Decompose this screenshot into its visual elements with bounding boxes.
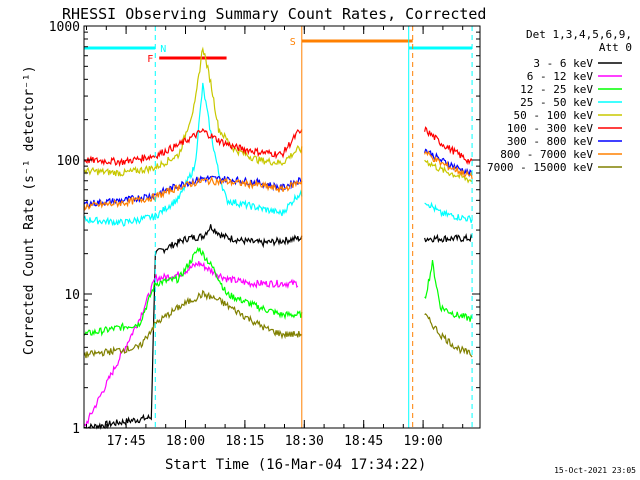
- series-line: [83, 246, 303, 337]
- series-line: [83, 289, 303, 359]
- y-tick-label: 1000: [49, 20, 80, 35]
- series-line: [424, 150, 473, 180]
- x-tick-label: 18:45: [344, 434, 383, 449]
- x-tick-label: 18:15: [225, 434, 264, 449]
- legend-label: 800 - 7000 keV: [500, 148, 593, 161]
- legend-label: 6 - 12 keV: [527, 70, 594, 83]
- series-line: [83, 127, 303, 168]
- x-axis-label: Start Time (16-Mar-04 17:34:22): [165, 457, 426, 473]
- x-tick-label: 17:45: [107, 434, 146, 449]
- series-line: [83, 82, 303, 227]
- y-tick-label: 100: [57, 154, 80, 169]
- x-tick-label: 19:00: [404, 434, 443, 449]
- legend-header-line2: Att 0: [599, 41, 632, 54]
- legend-label: 25 - 50 keV: [520, 96, 593, 109]
- series-line: [83, 46, 303, 177]
- y-tick-label: 10: [64, 288, 80, 303]
- x-tick-label: 18:30: [285, 434, 324, 449]
- series-line: [424, 313, 473, 358]
- legend-label: 300 - 800 keV: [507, 135, 593, 148]
- y-tick-label: 1: [72, 422, 80, 437]
- legend-label: 100 - 300 keV: [507, 122, 593, 135]
- y-axis-label: Corrected Count Rate (s⁻¹ detector⁻¹): [22, 65, 37, 355]
- timestamp: 15-Oct-2021 23:05: [554, 466, 636, 475]
- annotation-label: F: [147, 54, 153, 65]
- legend-label: 12 - 25 keV: [520, 83, 593, 96]
- series-line: [424, 201, 473, 223]
- series-line: [83, 224, 303, 430]
- chart-title: RHESSI Observing Summary Count Rates, Co…: [62, 5, 486, 23]
- annotation-label: S: [290, 37, 296, 48]
- series-line: [424, 126, 473, 166]
- legend-label: 7000 - 15000 keV: [487, 161, 593, 174]
- x-tick-label: 18:00: [166, 434, 205, 449]
- annotation-label: N: [160, 44, 166, 55]
- legend-label: 3 - 6 keV: [533, 57, 593, 70]
- series-line: [424, 260, 473, 322]
- plot-frame: [83, 25, 481, 429]
- series-line: [83, 261, 299, 427]
- legend-label: 50 - 100 keV: [514, 109, 594, 122]
- series-line: [424, 232, 473, 244]
- series-line: [83, 175, 303, 211]
- legend-header-line1: Det 1,3,4,5,6,9,: [526, 28, 632, 41]
